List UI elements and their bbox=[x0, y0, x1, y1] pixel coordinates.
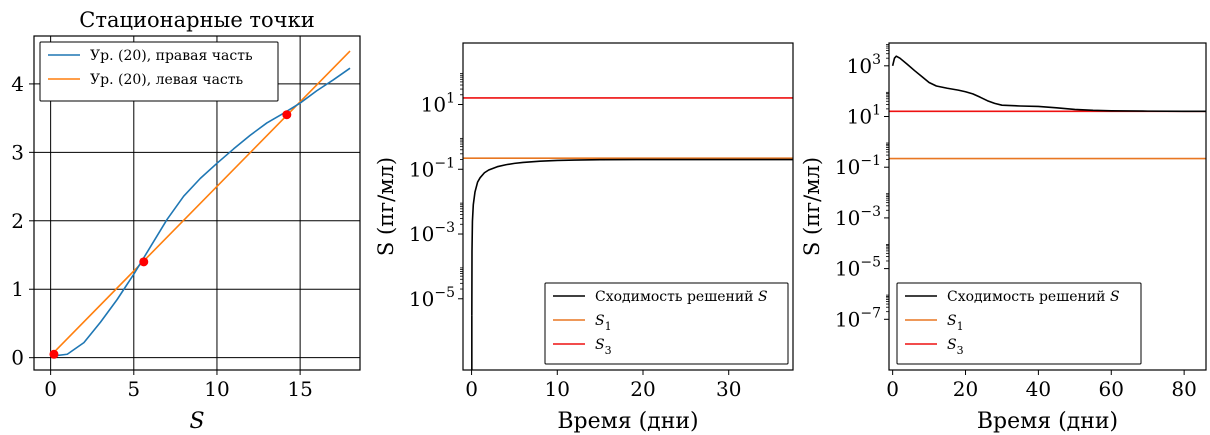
x-tick-label: 0 bbox=[886, 377, 899, 401]
series-line-1 bbox=[891, 55, 1206, 113]
x-axis-label: Время (дни) bbox=[557, 409, 698, 434]
x-tick-label: 60 bbox=[1099, 377, 1124, 401]
y-tick-label: 1 bbox=[11, 277, 24, 301]
legend-box bbox=[896, 282, 1142, 365]
y-tick-label: 3 bbox=[11, 140, 24, 164]
y-axis-label: S (пг/мл) bbox=[374, 157, 398, 256]
stationary-point bbox=[49, 349, 59, 359]
chart-2: 0 10 20 30 10−5 10−3 10−1 101 Время (дни) S (пг/м… bbox=[374, 42, 794, 434]
series-layer bbox=[889, 55, 1206, 160]
x-tick-label: 40 bbox=[1026, 377, 1051, 401]
y-tick-label: 10−3 bbox=[835, 204, 881, 230]
legend-label-3: S3 bbox=[595, 337, 612, 357]
x-tick-label: 5 bbox=[127, 377, 140, 401]
legend-label-1: Сходимость решений S bbox=[947, 289, 1120, 305]
legend-box bbox=[544, 282, 789, 365]
y-tick-label: 10−5 bbox=[835, 255, 881, 281]
x-tick-label: 0 bbox=[44, 377, 57, 401]
chart-1: 0 5 10 15 0 1 2 3 4 Стационарные точки S Ур. (20), … bbox=[11, 8, 361, 434]
y-tick-label: 101 bbox=[847, 103, 881, 129]
x-tick-label: 10 bbox=[545, 377, 570, 401]
legend: Сходимость решений S S1 S3 bbox=[896, 282, 1142, 365]
legend-label-2: S1 bbox=[947, 313, 964, 333]
x-tick-label: 0 bbox=[465, 377, 478, 401]
x-tick-label: 15 bbox=[287, 377, 312, 401]
chart-title: Стационарные точки bbox=[79, 8, 314, 32]
y-tick-label: 0 bbox=[11, 346, 24, 370]
legend-label-2: S1 bbox=[595, 313, 612, 333]
y-tick-label: 2 bbox=[11, 209, 24, 233]
y-tick-label: 101 bbox=[421, 91, 455, 117]
series-line-2 bbox=[50, 50, 351, 357]
y-tick-label: 10−1 bbox=[835, 153, 881, 179]
legend-label-2: Ур. (20), левая часть bbox=[90, 72, 243, 88]
x-tick-label: 80 bbox=[1171, 377, 1196, 401]
y-tick-label: 4 bbox=[11, 72, 24, 96]
legend-label-3: S3 bbox=[947, 337, 964, 357]
series-layer bbox=[50, 50, 351, 358]
legend: Сходимость решений S S1 S3 bbox=[544, 282, 789, 365]
x-tick-label: 10 bbox=[204, 377, 229, 401]
plot-frame bbox=[33, 35, 361, 371]
series-line-1 bbox=[471, 158, 793, 316]
x-tick-label: 20 bbox=[630, 377, 655, 401]
x-tick-label: 30 bbox=[716, 377, 741, 401]
legend-label-1: Сходимость решений S bbox=[595, 289, 768, 305]
legend: Ур. (20), правая часть Ур. (20), левая ча… bbox=[39, 41, 279, 102]
series-layer bbox=[463, 97, 793, 370]
chart-3: 0 20 40 60 80 10−7 10−5 10−3 10−1 101 103 Время (дн… bbox=[800, 42, 1207, 434]
y-tick-label: 10−1 bbox=[409, 155, 455, 181]
plot-frame bbox=[888, 42, 1207, 371]
series-line-1 bbox=[50, 67, 351, 358]
x-tick-label: 20 bbox=[953, 377, 978, 401]
x-axis-label: S bbox=[189, 409, 204, 434]
y-tick-label: 103 bbox=[847, 52, 881, 78]
x-axis-label: Время (дни) bbox=[977, 409, 1118, 434]
y-tick-label: 10−5 bbox=[409, 285, 455, 311]
legend-label-1: Ур. (20), правая часть bbox=[90, 48, 253, 64]
y-tick-label: 10−7 bbox=[835, 305, 881, 331]
stationary-point bbox=[282, 110, 292, 120]
stationary-point bbox=[139, 257, 149, 267]
legend-box bbox=[39, 41, 279, 102]
y-tick-label: 10−3 bbox=[409, 220, 455, 246]
y-axis-label: S (пг/мл) bbox=[800, 157, 824, 256]
